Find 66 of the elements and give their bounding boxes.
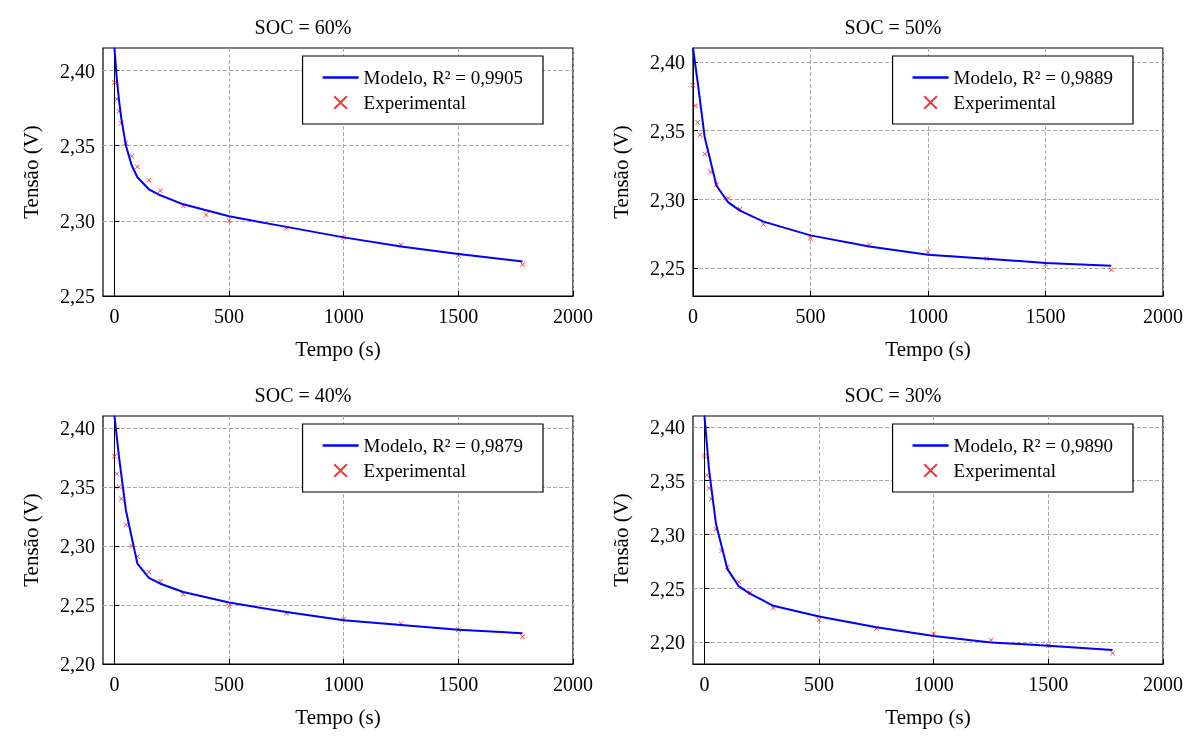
y-tick-label: 2,25 [60, 593, 95, 616]
legend-label: Experimental [953, 92, 1056, 113]
chart-title: SOC = 60% [254, 16, 352, 38]
y-tick-label: 2,25 [650, 577, 685, 600]
y-axis-title: Tensão (V) [608, 493, 633, 587]
x-tick-label: 1500 [1025, 305, 1066, 327]
y-tick-label: 2,35 [650, 119, 685, 142]
point [157, 188, 163, 194]
x-tick-label: 2000 [1143, 305, 1183, 327]
y-axis-title: Tensão (V) [18, 493, 43, 587]
chart-title: SOC = 50% [844, 16, 942, 38]
x-tick-label: 0 [109, 305, 120, 327]
y-tick-label: 2,35 [60, 134, 95, 157]
legend-label: Modelo, R² = 0,9879 [363, 435, 524, 456]
legend-label: Modelo, R² = 0,9889 [953, 67, 1114, 88]
x-axis-title: Tempo (s) [295, 704, 381, 729]
x-tick-label: 0 [699, 673, 710, 695]
legend-label: Experimental [363, 460, 466, 481]
point [134, 164, 140, 170]
x-tick-label: 500 [214, 305, 245, 327]
y-tick-label: 2,20 [650, 631, 685, 654]
x-tick-label: 1000 [908, 305, 948, 327]
chart-title: SOC = 40% [254, 384, 352, 406]
x-tick-label: 500 [795, 305, 826, 327]
y-tick-label: 2,35 [60, 475, 95, 498]
x-axis-title: Tempo (s) [885, 336, 971, 361]
y-axis-title: Tensão (V) [18, 125, 43, 219]
point [520, 261, 526, 267]
x-tick-label: 1000 [913, 673, 954, 695]
y-tick-label: 2,40 [650, 50, 685, 73]
y-tick-label: 2,20 [60, 653, 95, 675]
y-tick-label: 2,25 [650, 257, 685, 280]
x-tick-label: 2000 [1143, 673, 1183, 695]
y-tick-label: 2,30 [60, 209, 95, 232]
x-axis-title: Tempo (s) [295, 336, 381, 361]
y-tick-label: 2,40 [650, 415, 685, 438]
y-tick-label: 2,35 [650, 469, 685, 492]
y-tick-label: 2,30 [650, 523, 685, 546]
y-axis-title: Tensão (V) [608, 125, 633, 219]
x-tick-label: 500 [214, 673, 245, 695]
y-tick-label: 2,40 [60, 416, 95, 439]
legend-label: Modelo, R² = 0,9890 [953, 435, 1114, 456]
point [1110, 650, 1116, 656]
legend-label: Experimental [363, 92, 466, 113]
y-tick-label: 2,30 [60, 534, 95, 557]
x-tick-label: 0 [109, 673, 120, 695]
x-tick-label: 2000 [553, 673, 593, 695]
x-tick-label: 1000 [323, 305, 364, 327]
legend-label: Experimental [953, 460, 1056, 481]
x-tick-label: 0 [688, 305, 698, 327]
point [520, 634, 526, 640]
x-tick-label: 1000 [323, 673, 364, 695]
y-tick-label: 2,30 [650, 188, 685, 211]
x-tick-label: 1500 [438, 673, 479, 695]
chart-title: SOC = 30% [844, 384, 942, 406]
legend-label: Modelo, R² = 0,9905 [363, 67, 524, 88]
x-axis-title: Tempo (s) [885, 704, 971, 729]
x-tick-label: 1500 [1028, 673, 1069, 695]
x-tick-label: 2000 [553, 305, 593, 327]
point [701, 453, 707, 459]
y-tick-label: 2,40 [60, 59, 95, 82]
point [111, 453, 117, 459]
x-tick-label: 1500 [438, 305, 479, 327]
y-tick-label: 2,25 [60, 285, 95, 307]
point [695, 119, 701, 125]
x-tick-label: 500 [804, 673, 835, 695]
